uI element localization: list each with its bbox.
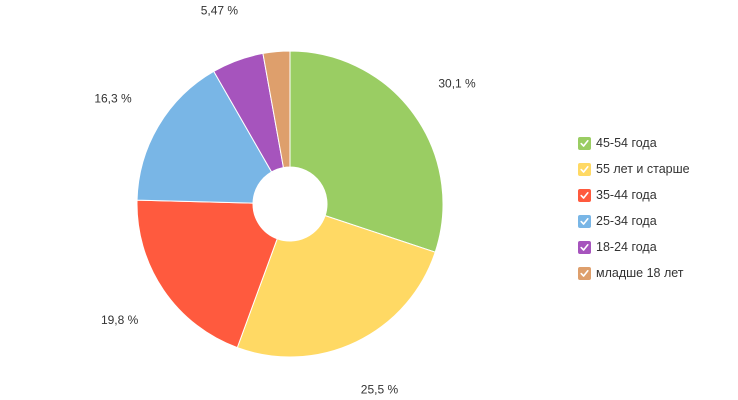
legend-label: младше 18 лет [596, 266, 684, 280]
legend-item-1[interactable]: 55 лет и старше [578, 156, 690, 182]
check-icon[interactable] [578, 266, 591, 280]
chart-legend: 45-54 года 55 лет и старше 35-44 года 25-34… [578, 130, 690, 286]
legend-item-3[interactable]: 25-34 года [578, 208, 690, 234]
pie-slice-5[interactable] [262, 50, 291, 169]
slice-label-2: 19,8 % [101, 313, 139, 327]
legend-label: 45-54 года [596, 136, 657, 150]
check-icon[interactable] [578, 136, 591, 150]
check-icon[interactable] [578, 188, 591, 202]
pie-slice-1[interactable] [236, 215, 436, 358]
check-icon[interactable] [578, 162, 591, 176]
legend-item-4[interactable]: 18-24 года [578, 234, 690, 260]
slice-label-1: 25,5 % [361, 383, 399, 397]
pie-slice-2[interactable] [136, 199, 278, 349]
pie-slice-0[interactable] [289, 50, 444, 253]
legend-item-2[interactable]: 35-44 года [578, 182, 690, 208]
slice-label-4: 5,47 % [201, 3, 239, 17]
pie-slice-3[interactable] [136, 70, 273, 204]
legend-item-0[interactable]: 45-54 года [578, 130, 690, 156]
pie-slices [136, 50, 444, 358]
slice-labels: 30,1 % 25,5 % 19,8 % 16,3 % 5,47 % [94, 3, 476, 396]
check-icon[interactable] [578, 240, 591, 254]
legend-label: 25-34 года [596, 214, 657, 228]
check-icon[interactable] [578, 214, 591, 228]
legend-item-5[interactable]: младше 18 лет [578, 260, 690, 286]
legend-label: 35-44 года [596, 188, 657, 202]
slice-label-0: 30,1 % [438, 76, 476, 90]
legend-label: 55 лет и старше [596, 162, 690, 176]
legend-label: 18-24 года [596, 240, 657, 254]
slice-label-3: 16,3 % [94, 92, 132, 106]
